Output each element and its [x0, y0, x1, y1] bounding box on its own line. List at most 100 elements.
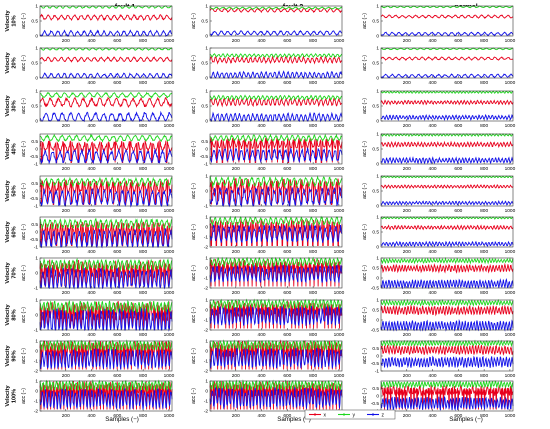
y-tick-label: 0.5	[372, 230, 379, 236]
series-x-line	[380, 262, 514, 274]
y-tick-label: 0.5	[372, 266, 379, 272]
y-tick-label: -0.5	[371, 401, 380, 407]
y-tick-label: 0	[35, 189, 38, 195]
plot-area	[40, 6, 172, 36]
y-tick-label: 0.5	[201, 61, 208, 67]
row-label: Velocity100%	[5, 385, 18, 407]
row-label: Velocity50%	[5, 180, 18, 202]
y-axis-label: acc (−)	[362, 98, 368, 114]
row-label-line: Velocity	[5, 180, 11, 202]
x-tick-label: 400	[429, 249, 437, 255]
y-tick-label: -1	[204, 359, 209, 365]
legend-marker-z	[371, 413, 375, 416]
x-tick-label: 800	[309, 373, 317, 379]
x-tick-label: 600	[113, 413, 121, 419]
series-z-line	[209, 387, 343, 410]
y-tick-label: 1	[205, 4, 208, 10]
x-tick-label: 1000	[164, 249, 175, 255]
y-tick-label: 0.5	[372, 19, 379, 25]
row-label-line: Velocity	[5, 221, 11, 243]
x-tick-label: 800	[480, 332, 488, 338]
y-axis-label: acc (−)	[21, 388, 27, 404]
x-tick-label: 400	[88, 332, 96, 338]
panel-5-2: -1 0 1 200 400 600 800 1000 acc (−)	[191, 174, 345, 214]
y-axis-label: acc (−)	[191, 388, 197, 404]
x-tick-label: 600	[113, 123, 121, 129]
y-tick-label: 1	[376, 174, 379, 180]
x-tick-label: 1000	[164, 290, 175, 296]
y-tick-label: -0.5	[371, 328, 380, 334]
x-tick-label: 400	[258, 123, 266, 129]
series-y-line	[380, 256, 514, 265]
y-tick-label: 0	[35, 349, 38, 355]
x-tick-label: 400	[429, 373, 437, 379]
y-tick-label: 0	[376, 204, 379, 210]
x-tick-label: 600	[113, 290, 121, 296]
y-tick-label: 0	[35, 389, 38, 395]
x-tick-label: 600	[283, 290, 291, 296]
x-tick-label: 600	[283, 38, 291, 44]
series-x-line	[380, 56, 514, 61]
x-tick-label: 400	[258, 208, 266, 214]
x-tick-label: 200	[403, 80, 411, 86]
plot-frame	[39, 340, 173, 372]
legend-label-x: x	[324, 412, 327, 418]
x-tick-label: 400	[258, 290, 266, 296]
y-tick-label: 0	[35, 34, 38, 40]
series-z-line	[39, 228, 173, 249]
panel-6-3: 0 0.5 1 200 400 600 800 1000 acc (−)	[362, 215, 516, 255]
y-axis-label: acc (−)	[21, 265, 27, 281]
x-tick-label: 800	[139, 123, 147, 129]
series-y-line	[39, 257, 173, 272]
series-y-line	[39, 217, 173, 230]
x-tick-label: 800	[309, 166, 317, 172]
y-axis-label: acc (−)	[21, 55, 27, 71]
series-y-line	[380, 90, 514, 94]
x-tick-label: 400	[88, 80, 96, 86]
series-x-line	[209, 137, 343, 163]
panel-8-1: -1 0 1 200 400 600 800 1000 acc (−)	[21, 298, 175, 338]
y-axis-label: acc (−)	[362, 224, 368, 240]
y-tick-label: 0	[376, 34, 379, 40]
series-x-line	[380, 14, 514, 19]
x-axis-label: Samples (−)	[277, 416, 311, 423]
y-axis-label: acc (−)	[191, 348, 197, 364]
panel-8-3: -0.5 0 0.5 1 200 400 600 800 1000 acc (−)	[362, 298, 516, 338]
series-x-line	[380, 344, 514, 356]
series-z-line	[380, 156, 514, 165]
y-tick-label: 1	[205, 89, 208, 95]
x-tick-label: 200	[62, 123, 70, 129]
x-tick-label: 600	[454, 373, 462, 379]
series-y-line	[209, 379, 343, 392]
series-z-line	[39, 29, 173, 37]
series-z-line	[39, 72, 173, 79]
y-tick-label: 0.5	[372, 61, 379, 67]
x-tick-label: 200	[232, 166, 240, 172]
x-tick-label: 200	[62, 166, 70, 172]
x-tick-label: 800	[139, 413, 147, 419]
y-tick-label: 1	[35, 339, 38, 345]
x-tick-label: 600	[454, 38, 462, 44]
plot-area	[40, 48, 172, 78]
x-tick-label: 1000	[505, 249, 516, 255]
x-tick-label: 400	[88, 413, 96, 419]
y-tick-label: 1	[376, 298, 379, 304]
x-tick-label: 1000	[164, 166, 175, 172]
x-tick-label: 200	[403, 373, 411, 379]
plot-area	[381, 217, 513, 247]
x-tick-label: 600	[283, 249, 291, 255]
x-tick-label: 600	[283, 208, 291, 214]
x-tick-label: 1000	[164, 123, 175, 129]
series-y-line	[209, 6, 343, 10]
row-label: Velocity40%	[5, 138, 18, 160]
y-tick-label: 0	[205, 34, 208, 40]
x-tick-label: 200	[62, 38, 70, 44]
x-tick-label: 400	[429, 166, 437, 172]
y-tick-label: 0	[376, 76, 379, 82]
y-tick-label: -2	[34, 369, 39, 375]
row-label-line: 70%	[12, 267, 18, 278]
y-axis-label: acc (−)	[191, 183, 197, 199]
x-tick-label: 1000	[334, 38, 345, 44]
y-tick-label: 1	[35, 256, 38, 262]
x-tick-label: 1000	[334, 373, 345, 379]
